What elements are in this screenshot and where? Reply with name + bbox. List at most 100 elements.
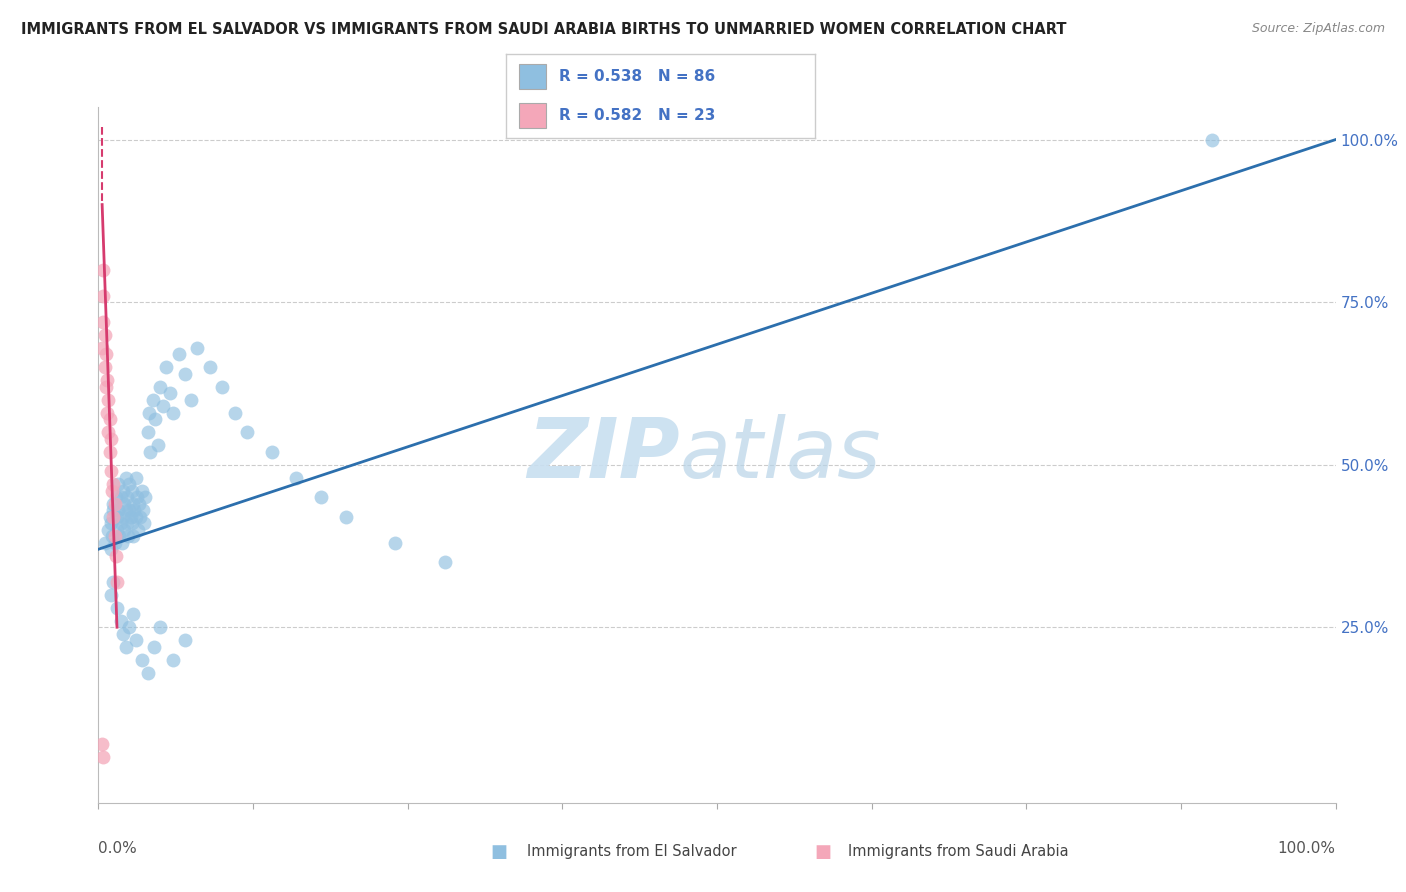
Point <box>100 588 122 602</box>
Point <box>224 406 246 420</box>
Point <box>115 490 138 504</box>
Point <box>103 529 125 543</box>
Point <box>111 535 134 549</box>
Point <box>97 392 120 407</box>
Point <box>114 471 136 485</box>
Point <box>103 477 125 491</box>
Point <box>112 497 135 511</box>
Point <box>104 549 127 563</box>
Point <box>103 574 125 589</box>
Point <box>112 509 135 524</box>
Point <box>122 497 145 511</box>
Point <box>159 386 181 401</box>
Point <box>118 477 141 491</box>
Point <box>143 640 166 654</box>
Point <box>167 347 190 361</box>
Text: atlas: atlas <box>681 415 882 495</box>
Point <box>104 490 127 504</box>
Text: IMMIGRANTS FROM EL SALVADOR VS IMMIGRANTS FROM SAUDI ARABIA BIRTHS TO UNMARRIED : IMMIGRANTS FROM EL SALVADOR VS IMMIGRANT… <box>21 22 1067 37</box>
Point <box>152 399 174 413</box>
Point <box>384 535 406 549</box>
Point <box>103 503 125 517</box>
Point <box>335 509 357 524</box>
Point <box>105 509 128 524</box>
Point <box>260 444 283 458</box>
Point <box>100 542 122 557</box>
Point <box>124 503 146 517</box>
Point <box>198 360 221 375</box>
Point <box>180 392 202 407</box>
Point <box>122 607 145 622</box>
Point <box>236 425 259 439</box>
Point <box>120 509 142 524</box>
Point <box>112 523 135 537</box>
Point <box>93 288 115 302</box>
Point <box>96 373 118 387</box>
Point <box>131 483 153 498</box>
Point <box>105 600 128 615</box>
Point <box>186 341 208 355</box>
Point <box>143 412 166 426</box>
Point <box>1201 132 1223 146</box>
Point <box>149 620 172 634</box>
Point <box>127 523 149 537</box>
Point <box>110 516 132 531</box>
Point <box>134 490 156 504</box>
Point <box>100 432 122 446</box>
Point <box>124 509 146 524</box>
Point <box>139 444 162 458</box>
Point <box>132 503 155 517</box>
Text: 0.0%: 0.0% <box>98 841 138 856</box>
Point <box>131 653 153 667</box>
Point <box>98 444 121 458</box>
Point <box>149 379 172 393</box>
Point <box>146 438 169 452</box>
Point <box>98 412 121 426</box>
Point <box>93 750 115 764</box>
Point <box>115 516 138 531</box>
Point <box>93 327 115 342</box>
Point <box>93 315 115 329</box>
Point <box>117 529 139 543</box>
Point <box>101 529 124 543</box>
Point <box>100 516 122 531</box>
Point <box>136 665 159 680</box>
Point <box>118 620 141 634</box>
Point <box>100 464 122 478</box>
Point <box>112 626 135 640</box>
Point <box>114 640 136 654</box>
Point <box>103 535 125 549</box>
Point <box>108 529 131 543</box>
Point <box>94 347 117 361</box>
Text: ZIP: ZIP <box>527 415 681 495</box>
Point <box>91 737 114 751</box>
Point <box>110 614 132 628</box>
Point <box>162 653 184 667</box>
Point <box>114 503 136 517</box>
Point <box>136 425 159 439</box>
Point <box>121 516 143 531</box>
Point <box>107 477 129 491</box>
Point <box>142 392 165 407</box>
Point <box>122 529 145 543</box>
Point <box>97 523 120 537</box>
Point <box>96 406 118 420</box>
Point <box>105 574 128 589</box>
Point <box>124 633 146 648</box>
FancyBboxPatch shape <box>519 103 547 128</box>
Point <box>101 483 124 498</box>
Text: Source: ZipAtlas.com: Source: ZipAtlas.com <box>1251 22 1385 36</box>
Point <box>94 379 117 393</box>
Point <box>174 367 197 381</box>
Text: R = 0.538   N = 86: R = 0.538 N = 86 <box>558 69 716 84</box>
Point <box>433 555 456 569</box>
Point <box>162 406 184 420</box>
Point <box>103 497 125 511</box>
Point <box>93 360 115 375</box>
Text: 100.0%: 100.0% <box>1278 841 1336 856</box>
Point <box>112 483 135 498</box>
Point <box>125 490 148 504</box>
Text: R = 0.582   N = 23: R = 0.582 N = 23 <box>558 108 716 123</box>
Text: Immigrants from Saudi Arabia: Immigrants from Saudi Arabia <box>848 845 1069 859</box>
Point <box>211 379 233 393</box>
